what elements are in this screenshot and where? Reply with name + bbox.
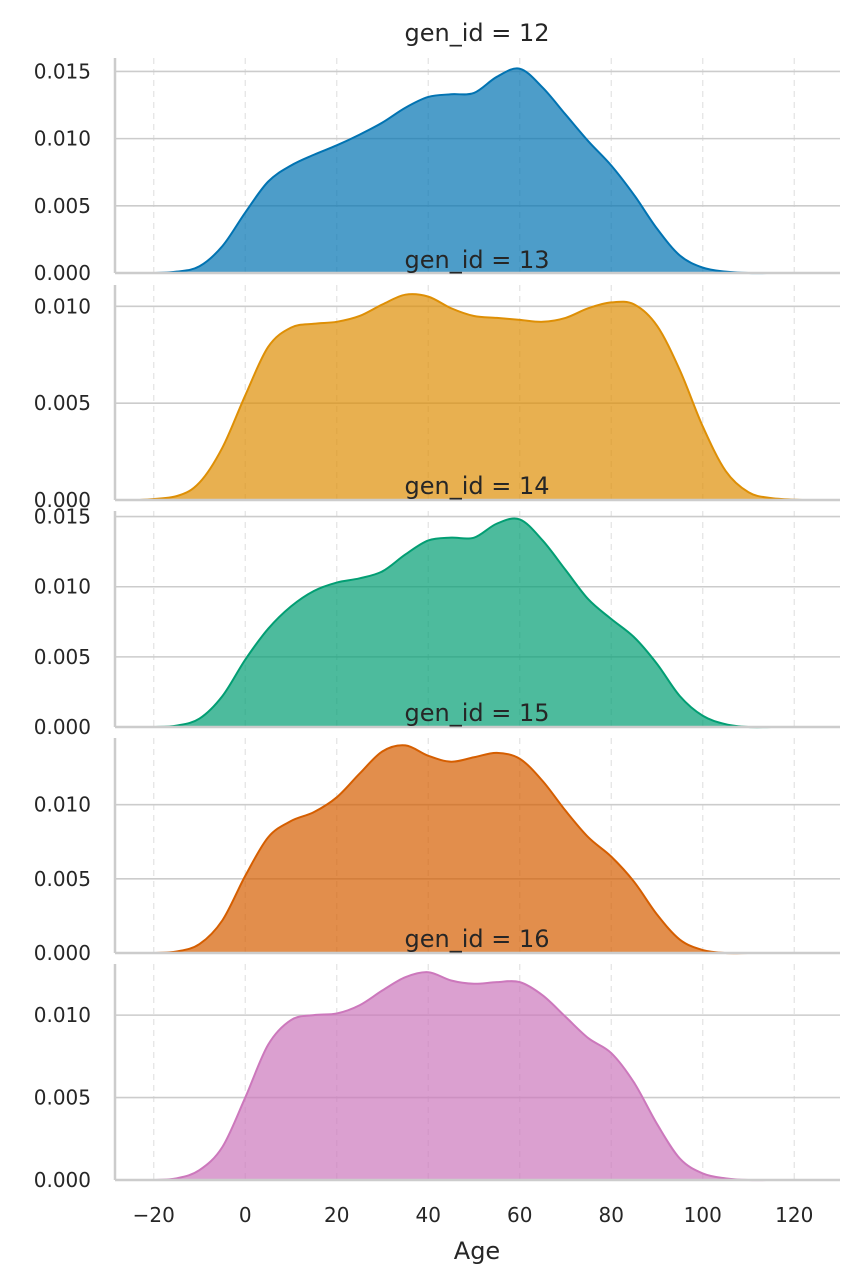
density-area [153,518,772,728]
panel-title: gen_id = 13 [404,246,549,274]
facet-panel-4: 0.000 0.005 0.010 gen_id = 15 [34,699,840,965]
density-area [153,972,772,1181]
y-tick-label: 0.010 [34,127,91,151]
panel-title: gen_id = 16 [404,925,549,953]
facet-panel-3: 0.000 0.005 0.010 0.015 gen_id = 14 [34,472,840,739]
shared-x-axis: −20 0 20 40 60 80 100 120 [133,1203,814,1227]
y-tick-label: 0.005 [34,1086,91,1110]
x-tick-label: −20 [133,1203,175,1227]
density-area [153,745,772,954]
y-tick-label: 0.005 [34,391,91,415]
x-tick-label: 40 [416,1203,441,1227]
y-tick-label: 0.000 [34,261,91,285]
density-line [139,293,804,501]
x-axis-label: Age [454,1237,500,1265]
facet-panel-1: 0.000 0.005 0.010 0.015 gen_id = 12 [34,19,840,285]
facet-panel-2: 0.000 0.005 0.010 gen_id = 13 [34,246,840,512]
y-tick-label: 0.005 [34,645,91,669]
density-area [140,294,804,500]
y-tick-label: 0.010 [34,294,91,318]
y-tick-label: 0.010 [34,575,91,599]
x-tick-label: 120 [775,1203,813,1227]
density-area [153,68,772,274]
y-tick-label: 0.005 [34,867,91,891]
x-tick-label: 20 [324,1203,349,1227]
x-tick-label: 0 [239,1203,252,1227]
density-line [153,67,772,275]
y-tick-label: 0.015 [34,505,91,529]
panel-title: gen_id = 12 [404,19,549,47]
y-tick-label: 0.010 [34,793,91,817]
y-tick-label: 0.005 [34,194,91,218]
y-tick-label: 0.000 [34,1168,91,1192]
x-tick-label: 100 [684,1203,722,1227]
density-line [153,744,772,955]
y-tick-label: 0.000 [34,715,91,739]
panel-title: gen_id = 14 [404,472,549,500]
y-tick-label: 0.000 [34,488,91,512]
x-tick-label: 60 [507,1203,532,1227]
y-tick-label: 0.015 [34,59,91,83]
y-tick-label: 0.010 [34,1003,91,1027]
panel-title: gen_id = 15 [404,699,549,727]
facet-panel-5: 0.000 0.005 0.010 gen_id = 16 [34,925,840,1192]
x-tick-label: 80 [599,1203,624,1227]
density-line [153,971,772,1182]
density-line [153,517,772,729]
y-tick-label: 0.000 [34,941,91,965]
